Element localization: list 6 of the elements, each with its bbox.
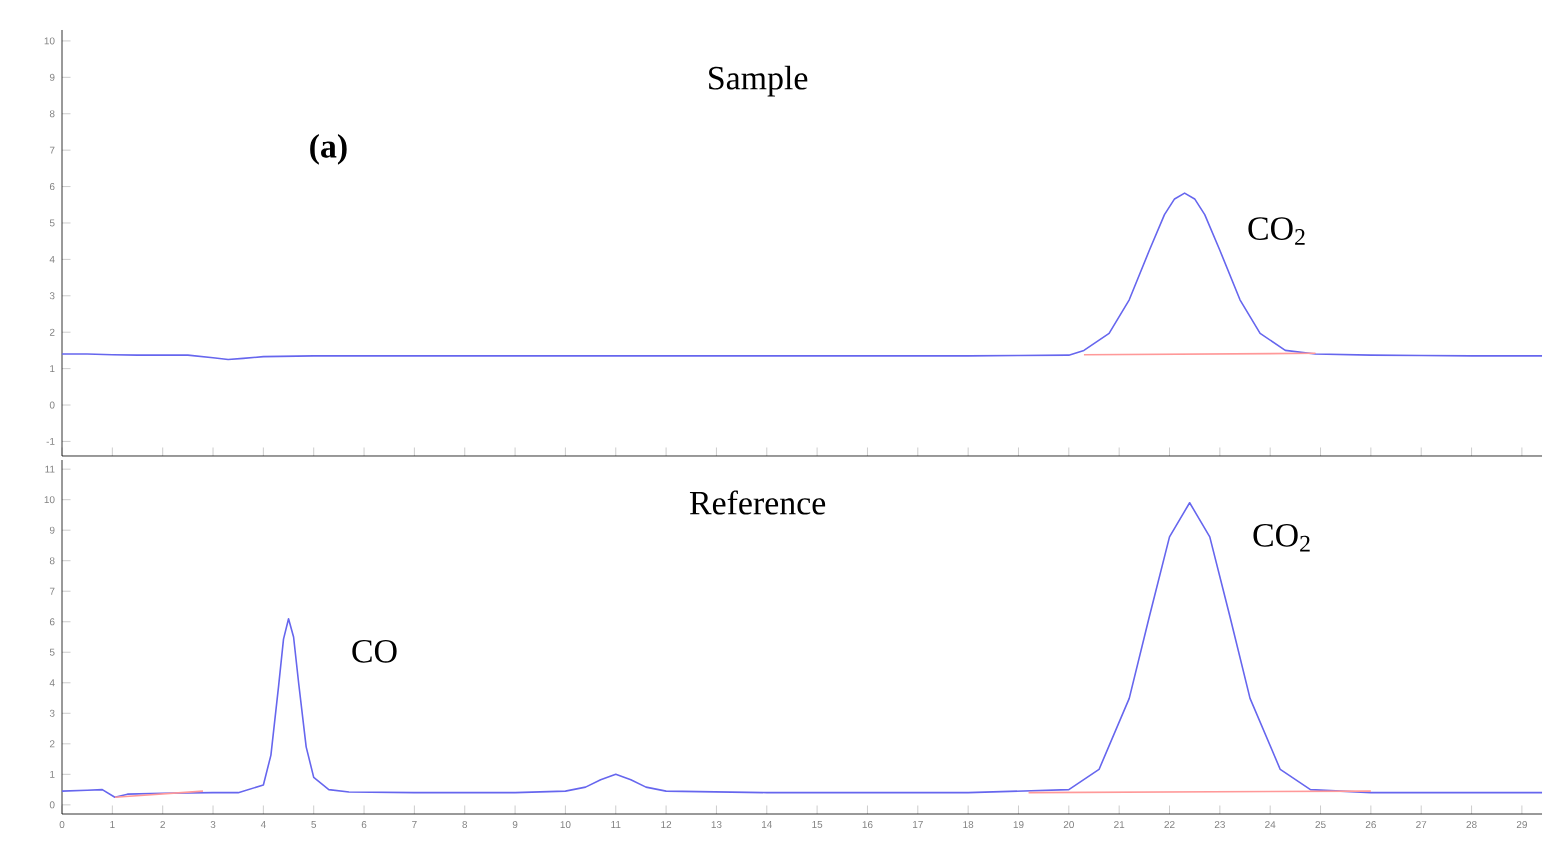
text: Reference [689, 490, 826, 515]
annotation: CO$_{2}$ [1248, 217, 1305, 245]
annotation: CO [352, 639, 397, 663]
text: Sample [709, 65, 808, 97]
annotation: (a) [310, 133, 347, 165]
annotation: CO$_{2}$ [1253, 523, 1310, 552]
